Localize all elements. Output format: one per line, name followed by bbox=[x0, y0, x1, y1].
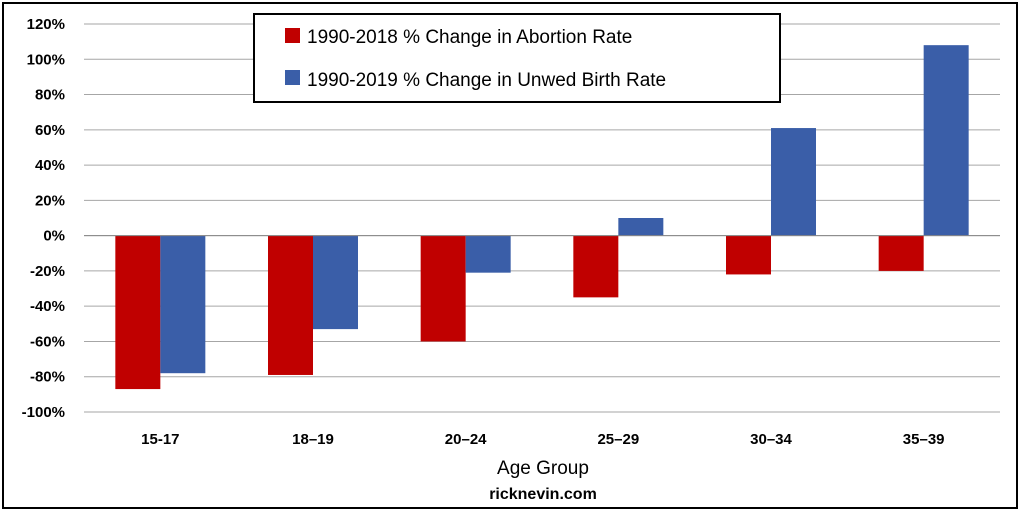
x-tick-label: 15-17 bbox=[141, 431, 179, 448]
credit-text: ricknevin.com bbox=[489, 486, 597, 503]
x-axis-label: Age Group bbox=[497, 458, 589, 479]
y-tick-label: -100% bbox=[22, 404, 65, 421]
y-tick-label: 40% bbox=[35, 157, 65, 174]
y-tick-label: -80% bbox=[30, 369, 65, 386]
legend-swatch-unwed-birth bbox=[285, 70, 300, 85]
y-tick-label: 100% bbox=[27, 51, 65, 68]
x-tick-labels: 15-17 18–19 20–24 25–29 30–34 35–39 bbox=[141, 431, 944, 448]
bar-abortion-3 bbox=[573, 235, 619, 298]
bar-unwed-birth-5 bbox=[923, 45, 969, 236]
bar-abortion-5 bbox=[878, 235, 924, 271]
x-tick-label: 18–19 bbox=[292, 431, 334, 448]
legend-label-unwed-birth: 1990-2019 % Change in Unwed Birth Rate bbox=[307, 70, 666, 91]
legend: 1990-2018 % Change in Abortion Rate 1990… bbox=[253, 13, 781, 103]
bar-abortion-0 bbox=[115, 235, 161, 390]
x-tick-label: 35–39 bbox=[903, 431, 945, 448]
bar-unwed-birth-1 bbox=[313, 235, 358, 330]
y-tick-label: -60% bbox=[30, 333, 65, 350]
legend-label-abortion: 1990-2018 % Change in Abortion Rate bbox=[307, 27, 632, 48]
y-tick-label: 60% bbox=[35, 122, 65, 139]
y-tick-label: 80% bbox=[35, 87, 65, 104]
y-tick-label: 120% bbox=[27, 16, 65, 33]
bar-unwed-birth-0 bbox=[160, 235, 206, 374]
bar-unwed-birth-3 bbox=[618, 218, 664, 236]
y-tick-label: -20% bbox=[30, 263, 65, 280]
y-tick-labels: -100% -80% -60% -40% -20% 0% 20% 40% 60% 80% 100% 1… bbox=[22, 16, 65, 421]
legend-box bbox=[253, 13, 781, 103]
bars bbox=[115, 45, 969, 390]
x-tick-label: 25–29 bbox=[597, 431, 639, 448]
x-tick-label: 20–24 bbox=[445, 431, 487, 448]
bar-unwed-birth-4 bbox=[771, 128, 816, 236]
x-tick-label: 30–34 bbox=[750, 431, 792, 448]
y-tick-label: 20% bbox=[35, 192, 65, 209]
bar-unwed-birth-2 bbox=[465, 235, 511, 273]
y-tick-label: -40% bbox=[30, 298, 65, 315]
bar-abortion-2 bbox=[420, 235, 466, 342]
legend-swatch-abortion bbox=[285, 28, 300, 43]
y-tick-label: 0% bbox=[43, 228, 65, 245]
bar-abortion-1 bbox=[268, 235, 313, 375]
bar-abortion-4 bbox=[726, 235, 771, 275]
